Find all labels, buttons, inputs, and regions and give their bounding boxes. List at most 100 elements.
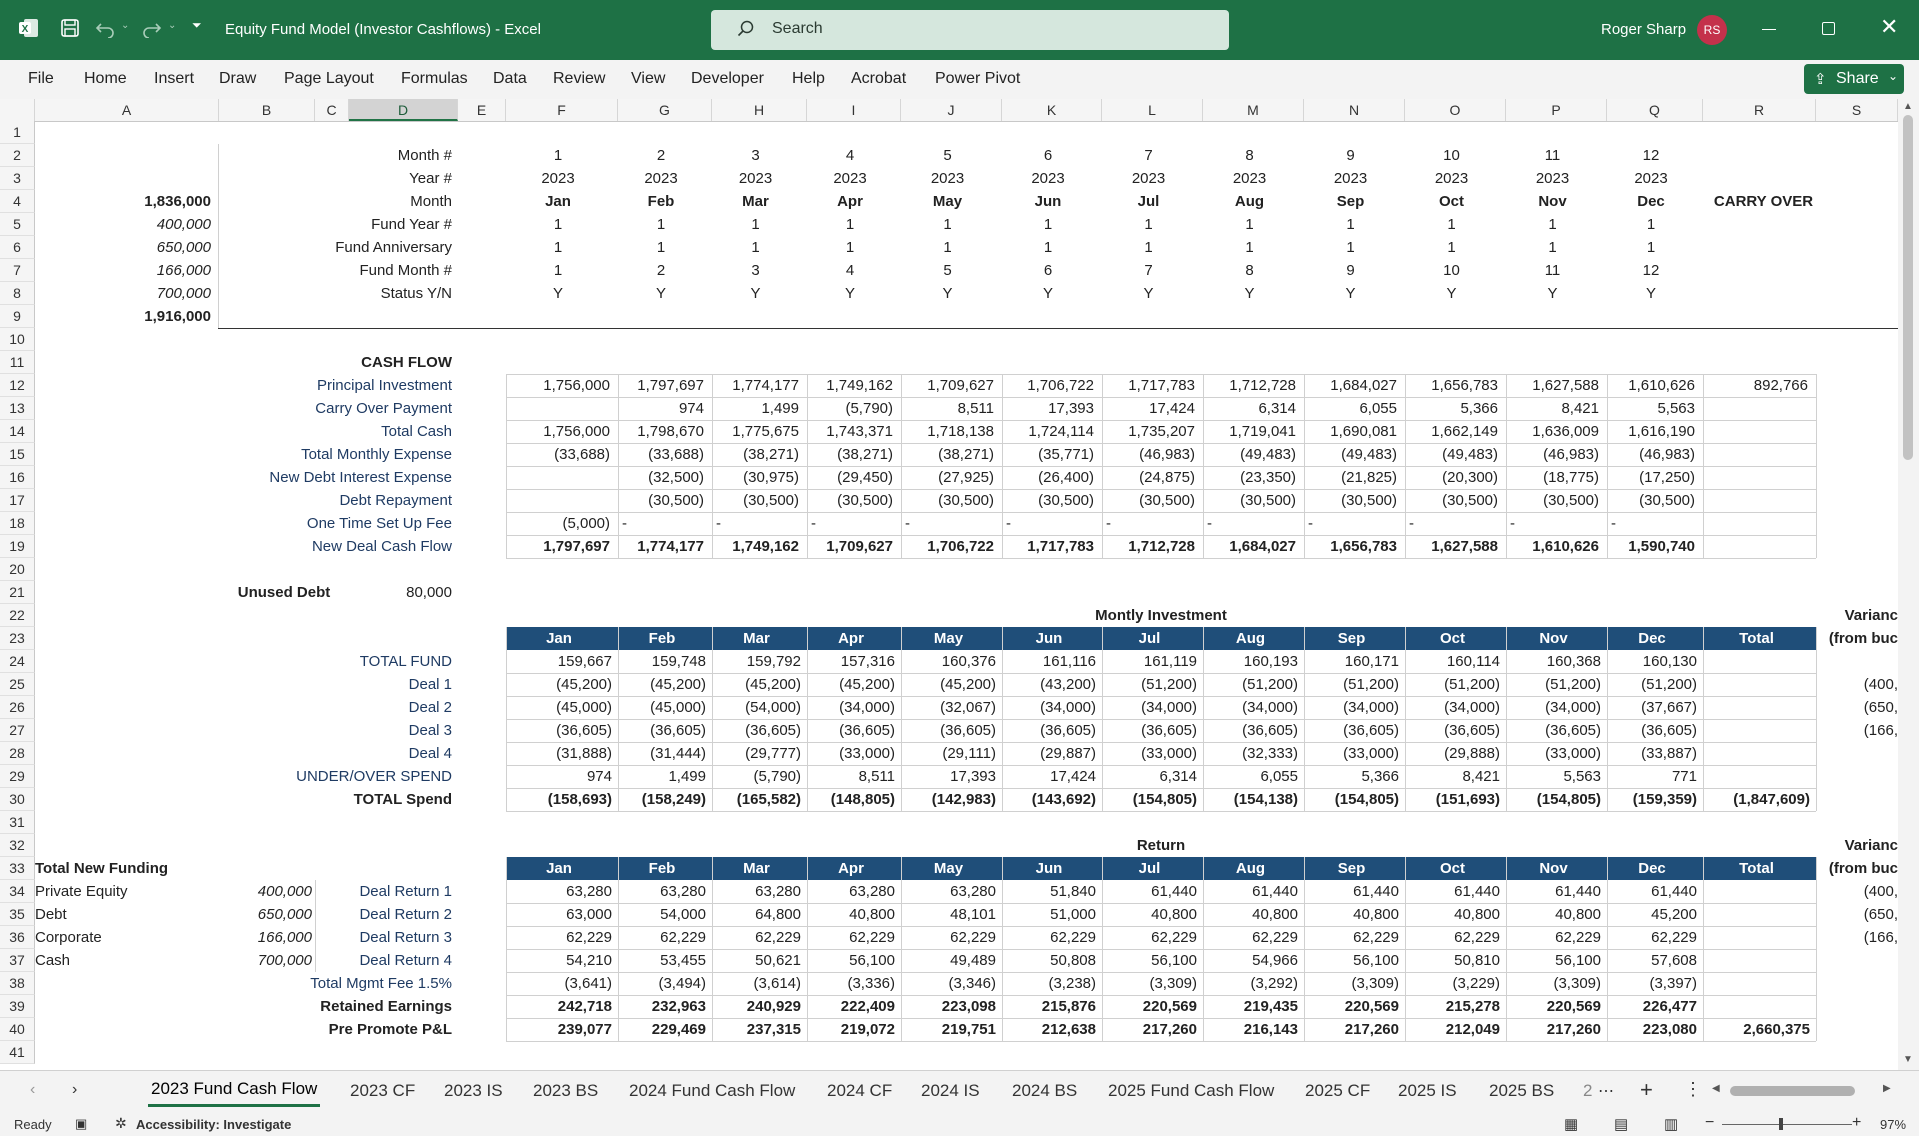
cash-flow-value[interactable]: (27,925) <box>938 469 994 486</box>
table-header-cell[interactable]: Nov <box>1539 860 1568 877</box>
close-icon[interactable]: ✕ <box>1880 14 1899 39</box>
cash-flow-value[interactable]: - <box>622 515 627 532</box>
avatar[interactable]: RS <box>1697 15 1727 45</box>
table-cell[interactable]: (154,805) <box>1334 791 1399 808</box>
table-cell[interactable]: 62,229 <box>1050 929 1096 946</box>
table-cell[interactable]: 61,440 <box>1555 883 1601 900</box>
table-cell[interactable]: (43,200) <box>1040 676 1096 693</box>
tab-home[interactable]: Home <box>84 70 127 87</box>
table-cell[interactable]: 6,314 <box>1159 768 1197 785</box>
table-cell[interactable]: (32,333) <box>1242 745 1298 762</box>
table-cell[interactable]: (159,359) <box>1632 791 1697 808</box>
cash-flow-value[interactable]: 1,797,697 <box>637 377 704 394</box>
month-header-cell[interactable]: Dec <box>1637 193 1665 210</box>
cash-flow-value[interactable]: (33,688) <box>648 446 704 463</box>
month-header-cell[interactable]: Nov <box>1538 193 1567 210</box>
month-header-cell[interactable]: 10 <box>1443 262 1460 279</box>
sheet-tab-2024-bs[interactable]: 2024 BS <box>1012 1081 1078 1100</box>
table-cell[interactable]: (51,200) <box>1545 676 1601 693</box>
row-header[interactable]: 9 <box>0 305 35 328</box>
table-cell[interactable]: 62,229 <box>1651 929 1697 946</box>
hscroll-right-icon[interactable]: ▶ <box>1883 1083 1891 1094</box>
cash-flow-label[interactable]: Principal Investment <box>316 377 452 394</box>
tab-review[interactable]: Review <box>553 70 606 87</box>
variance-cell[interactable]: (166, <box>1863 929 1898 946</box>
table-header-cell[interactable]: Mar <box>743 860 770 877</box>
cash-flow-value[interactable]: (23,350) <box>1240 469 1296 486</box>
month-header-cell[interactable]: Y <box>942 285 953 302</box>
table-cell[interactable]: (29,111) <box>942 745 996 762</box>
variance-cell[interactable] <box>1816 1018 1898 1041</box>
cash-flow-value[interactable]: 1,724,114 <box>1028 423 1094 440</box>
table-cell[interactable]: 63,280 <box>755 883 801 900</box>
funding-value[interactable]: 650,000 <box>257 906 312 923</box>
table-header-cell[interactable]: Sep <box>1337 630 1366 647</box>
sheet-tab-2025-is[interactable]: 2025 IS <box>1398 1081 1457 1100</box>
restore-icon[interactable] <box>1822 22 1835 35</box>
table-cell[interactable]: (36,605) <box>1040 722 1096 739</box>
table-cell[interactable]: (36,605) <box>839 722 895 739</box>
table-header-cell[interactable]: Jul <box>1138 630 1161 647</box>
table-header-cell[interactable]: Nov <box>1539 630 1568 647</box>
table-cell[interactable]: 61,440 <box>1353 883 1399 900</box>
month-header-cell[interactable]: 1 <box>553 262 563 279</box>
table-cell[interactable]: (143,692) <box>1031 791 1096 808</box>
table-cell[interactable] <box>1707 696 1810 719</box>
cash-flow-value[interactable]: 1,656,783 <box>1330 538 1397 555</box>
scroll-up-icon[interactable]: ▲ <box>1903 101 1913 112</box>
table-cell[interactable]: 216,143 <box>1243 1021 1298 1038</box>
table-cell[interactable]: 64,800 <box>755 906 801 923</box>
row-header[interactable]: 8 <box>0 282 35 305</box>
month-header-cell[interactable]: 1 <box>1646 239 1656 256</box>
sheet-tab-2024-cf[interactable]: 2024 CF <box>827 1081 893 1100</box>
table-cell[interactable]: 220,569 <box>1142 998 1197 1015</box>
funding-label[interactable]: Cash <box>35 952 71 969</box>
cash-flow-value[interactable]: 1,684,027 <box>1229 538 1296 555</box>
summary-value[interactable]: 1,916,000 <box>144 308 211 325</box>
month-header-cell[interactable]: Y <box>844 285 855 302</box>
table-cell[interactable] <box>1707 949 1810 972</box>
table-cell[interactable]: 51,840 <box>1050 883 1096 900</box>
carry-over-label[interactable]: CARRY OVER <box>1713 193 1814 210</box>
month-header-cell[interactable]: 2023 <box>1031 170 1065 187</box>
table-cell[interactable]: (36,605) <box>1343 722 1399 739</box>
summary-value[interactable]: 650,000 <box>156 239 211 256</box>
cash-flow-value[interactable]: (24,875) <box>1139 469 1195 486</box>
variance-cell[interactable]: (400, <box>1863 676 1898 693</box>
tab-file[interactable]: File <box>28 70 54 87</box>
cash-flow-value[interactable]: 1,590,740 <box>1628 538 1695 555</box>
column-header[interactable]: R <box>1703 99 1816 121</box>
cash-flow-value[interactable]: 1,627,588 <box>1431 538 1498 555</box>
tab-insert[interactable]: Insert <box>154 70 195 87</box>
table-row-label[interactable]: Deal 3 <box>408 722 452 739</box>
month-header-cell[interactable]: 9 <box>1346 147 1355 164</box>
header-label[interactable]: Fund Anniversary <box>335 239 452 256</box>
tab-help[interactable]: Help <box>792 70 825 87</box>
table-cell[interactable]: 50,810 <box>1454 952 1500 969</box>
cash-flow-value[interactable]: (38,271) <box>837 446 893 463</box>
accessibility-icon[interactable]: ✲ <box>115 1115 127 1131</box>
table-cell[interactable]: 63,000 <box>566 906 612 923</box>
table-cell[interactable]: 53,455 <box>660 952 706 969</box>
tab-power-pivot[interactable]: Power Pivot <box>935 70 1021 87</box>
cash-flow-value[interactable] <box>1707 443 1808 466</box>
table-header-cell[interactable]: Aug <box>1235 630 1266 647</box>
table-row-label[interactable]: Deal Return 3 <box>359 929 452 946</box>
table-cell[interactable]: 242,718 <box>557 998 612 1015</box>
row-header[interactable]: 6 <box>0 236 35 259</box>
tab-draw[interactable]: Draw <box>219 70 257 87</box>
table-cell[interactable]: 62,229 <box>849 929 895 946</box>
cash-flow-value[interactable]: (30,500) <box>648 492 704 509</box>
cash-flow-value[interactable]: - <box>1611 515 1616 532</box>
month-header-cell[interactable]: 2023 <box>833 170 867 187</box>
row-header[interactable]: 39 <box>0 995 35 1018</box>
month-header-cell[interactable]: 3 <box>751 262 760 279</box>
variance-cell[interactable] <box>1816 995 1898 1018</box>
table-cell[interactable]: 215,876 <box>1041 998 1096 1015</box>
table-cell[interactable]: (51,200) <box>1242 676 1298 693</box>
table-cell[interactable]: 212,638 <box>1041 1021 1096 1038</box>
month-header-cell[interactable]: 2023 <box>1634 170 1668 187</box>
cash-flow-value[interactable]: (30,500) <box>1442 492 1498 509</box>
variance-cell[interactable] <box>1816 972 1898 995</box>
more-sheets-icon[interactable]: ⋯ <box>1598 1083 1614 1100</box>
